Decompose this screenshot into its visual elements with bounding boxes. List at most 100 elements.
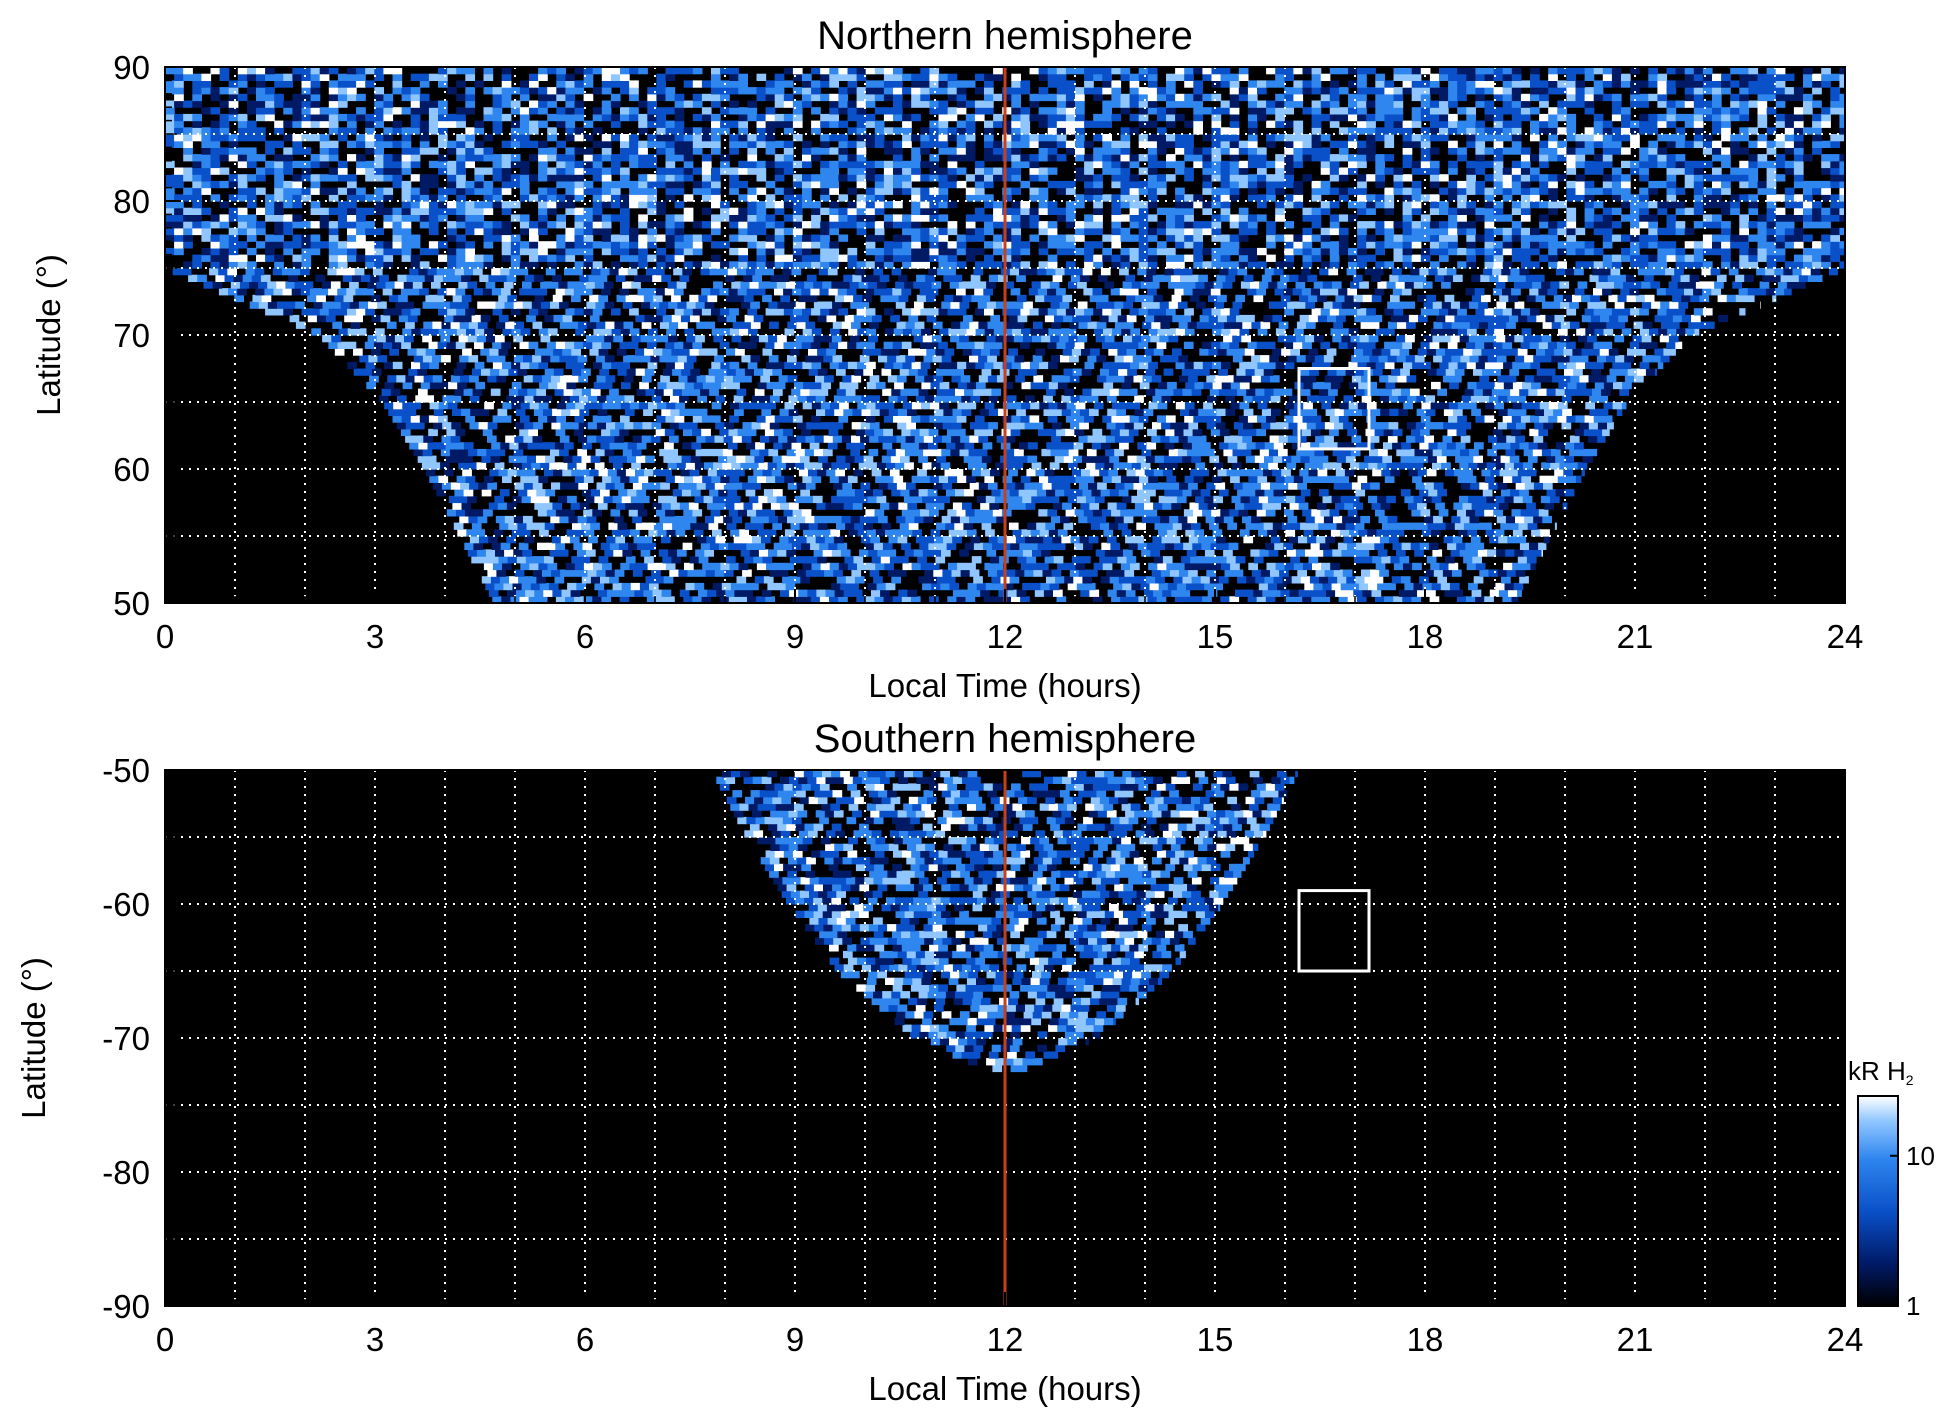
- heatmap-cell: [495, 301, 506, 309]
- heatmap-cell: [802, 308, 812, 316]
- heatmap-cell: [1073, 576, 1083, 584]
- heatmap-cell: [1302, 341, 1312, 349]
- heatmap-cell: [943, 408, 954, 416]
- heatmap-cell: [422, 355, 433, 363]
- heatmap-cell: [1391, 576, 1402, 584]
- heatmap-cell: [1666, 308, 1677, 316]
- heatmap-cell: [520, 475, 530, 483]
- heatmap-cell: [1533, 435, 1544, 443]
- heatmap-cell: [924, 375, 934, 383]
- heatmap-cell: [538, 308, 548, 316]
- heatmap-cell: [1242, 515, 1252, 524]
- heatmap-cell: [714, 375, 725, 383]
- heatmap-cell: [789, 589, 799, 597]
- heatmap-cell: [637, 509, 648, 517]
- heatmap-cell: [1372, 348, 1382, 356]
- heatmap-cell: [228, 254, 239, 262]
- heatmap-cell: [209, 268, 219, 276]
- heatmap-cell: [461, 274, 471, 282]
- heatmap-cell: [1224, 569, 1235, 577]
- heatmap-cell: [467, 462, 478, 470]
- heatmap-cell: [524, 395, 535, 403]
- heatmap-cell: [1529, 509, 1540, 517]
- heatmap-cell: [817, 469, 827, 477]
- heatmap-cell: [642, 375, 652, 383]
- heatmap-cell: [1130, 562, 1140, 571]
- heatmap-cell: [692, 428, 702, 437]
- heatmap-cell: [1307, 274, 1318, 282]
- heatmap-cell: [233, 274, 244, 282]
- heatmap-cell: [1316, 536, 1326, 544]
- heatmap-cell: [720, 475, 731, 483]
- heatmap-cell: [719, 428, 730, 437]
- heatmap-cell: [1028, 288, 1039, 296]
- heatmap-cell: [457, 381, 467, 390]
- heatmap-cell: [1042, 569, 1053, 577]
- heatmap-cell: [750, 301, 760, 309]
- heatmap-cell: [1039, 402, 1049, 410]
- heatmap-cell: [1410, 542, 1421, 550]
- heatmap-cell: [766, 529, 777, 537]
- heatmap-cell: [1304, 462, 1315, 470]
- heatmap-cell: [933, 422, 944, 430]
- heatmap-cell: [1590, 294, 1600, 303]
- heatmap-cell: [1338, 288, 1348, 296]
- heatmap-cell: [1284, 308, 1294, 316]
- heatmap-cell: [1119, 268, 1129, 276]
- heatmap-cell: [468, 448, 478, 457]
- heatmap-cell: [1005, 321, 1016, 329]
- heatmap-cell: [1073, 442, 1084, 450]
- heatmap-cell: [1035, 294, 1045, 303]
- heatmap-cell: [820, 308, 830, 316]
- heatmap-cell: [1688, 321, 1698, 329]
- heatmap-cell: [1306, 375, 1317, 383]
- heatmap-cell: [1119, 428, 1130, 437]
- heatmap-cell: [996, 435, 1007, 443]
- heatmap-cell: [770, 274, 781, 282]
- heatmap-cell: [455, 428, 466, 437]
- heatmap-cell: [1693, 254, 1704, 262]
- heatmap-cell: [717, 368, 728, 376]
- heatmap-cell: [604, 301, 615, 309]
- heatmap-cell: [1357, 308, 1367, 316]
- heatmap-cell: [900, 489, 911, 497]
- heatmap-cell: [384, 402, 394, 410]
- heatmap-cell: [1115, 375, 1125, 383]
- heatmap-cell: [817, 368, 828, 376]
- heatmap-cell: [1064, 576, 1074, 584]
- heatmap-cell: [274, 254, 284, 262]
- heatmap-cell: [1287, 355, 1298, 363]
- heatmap-cell: [552, 408, 562, 416]
- heatmap-cell: [1378, 448, 1388, 457]
- heatmap-cell: [1539, 254, 1549, 262]
- heatmap-cell: [959, 448, 970, 457]
- heatmap-cell: [1362, 408, 1372, 416]
- heatmap-cell: [1295, 335, 1306, 343]
- heatmap-cell: [1160, 515, 1170, 524]
- heatmap-cell: [944, 469, 955, 477]
- heatmap-cell: [1548, 402, 1559, 410]
- heatmap-cell: [1343, 408, 1354, 416]
- heatmap-cell: [884, 475, 894, 483]
- heatmap-cell: [1284, 509, 1294, 517]
- heatmap-cell: [1105, 301, 1115, 309]
- heatmap-cell: [746, 542, 756, 550]
- heatmap-cell: [837, 542, 848, 550]
- heatmap-cell: [666, 402, 676, 410]
- heatmap-cell: [756, 261, 767, 269]
- heatmap-cell: [681, 455, 692, 463]
- heatmap-cell: [1681, 294, 1691, 303]
- heatmap-cell: [1014, 448, 1024, 457]
- heatmap-cell: [1260, 482, 1271, 490]
- heatmap-cell: [1397, 375, 1408, 383]
- heatmap-cell: [1671, 274, 1682, 282]
- heatmap-cell: [1771, 274, 1782, 282]
- heatmap-cell: [1240, 495, 1251, 504]
- heatmap-cell: [1431, 529, 1441, 537]
- heatmap-cell: [592, 415, 603, 423]
- heatmap-cell: [655, 428, 666, 437]
- heatmap-cell: [621, 582, 632, 591]
- heatmap-cell: [1205, 321, 1216, 329]
- heatmap-cell: [635, 348, 645, 356]
